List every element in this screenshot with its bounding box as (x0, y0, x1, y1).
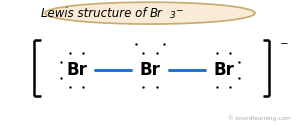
Text: 3: 3 (170, 11, 176, 20)
Text: Lewis structure of: Lewis structure of (41, 7, 150, 20)
Ellipse shape (45, 2, 255, 24)
Text: Br: Br (66, 61, 87, 79)
Text: © knordlearning.com: © knordlearning.com (228, 116, 291, 121)
Text: Br: Br (150, 7, 163, 20)
Text: Br: Br (213, 61, 234, 79)
Text: Br: Br (140, 61, 160, 79)
Text: −: − (175, 6, 182, 15)
Text: −: − (280, 39, 288, 49)
